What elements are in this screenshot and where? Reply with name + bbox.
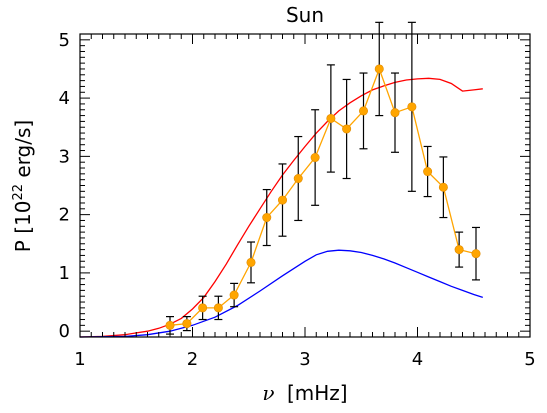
y-tick-label: 3 xyxy=(59,146,70,167)
data-point xyxy=(326,113,336,123)
data-point xyxy=(182,319,192,329)
data-point xyxy=(454,245,464,255)
data-point xyxy=(471,249,481,259)
x-tick-label: 3 xyxy=(299,349,310,370)
x-axis-unit: [mHz] xyxy=(287,381,348,405)
data-point xyxy=(277,195,287,205)
y-axis-label: P [1022 erg/s] xyxy=(11,120,35,252)
x-axis-label: ν [mHz] xyxy=(262,381,347,405)
axis-ticks xyxy=(79,33,531,338)
data-point xyxy=(438,182,448,192)
data-point xyxy=(198,303,208,313)
data-point xyxy=(213,303,223,313)
y-axis-label-exponent: 22 xyxy=(11,184,26,201)
data-point xyxy=(229,290,239,300)
y-tick-label: 2 xyxy=(59,205,70,226)
y-tick-label: 4 xyxy=(59,88,70,109)
data-point xyxy=(374,64,384,74)
data-point xyxy=(423,167,433,177)
data-point xyxy=(390,108,400,118)
red-series-line xyxy=(79,77,483,338)
x-tick-label: 4 xyxy=(412,349,423,370)
y-tick-label: 0 xyxy=(59,321,70,342)
chart-title: Sun xyxy=(286,3,324,27)
y-tick-label: 5 xyxy=(59,30,70,51)
plot-area xyxy=(79,21,483,338)
data-point xyxy=(262,213,272,223)
data-point xyxy=(407,102,417,112)
data-point xyxy=(342,124,352,134)
x-tick-label: 2 xyxy=(187,349,198,370)
x-axis-symbol: ν xyxy=(262,381,274,405)
data-point xyxy=(310,153,320,163)
data-point xyxy=(293,174,303,184)
data-point xyxy=(165,320,175,330)
x-tick-label: 5 xyxy=(524,349,535,370)
y-axis-label-suffix: erg/s] xyxy=(11,120,35,184)
y-axis-label-prefix: P [10 xyxy=(11,201,35,253)
blue-series-line xyxy=(79,249,483,338)
data-point xyxy=(246,257,256,267)
y-tick-label: 1 xyxy=(59,263,70,284)
plot-frame xyxy=(79,33,531,338)
data-point xyxy=(358,106,368,116)
x-tick-label: 1 xyxy=(74,349,85,370)
